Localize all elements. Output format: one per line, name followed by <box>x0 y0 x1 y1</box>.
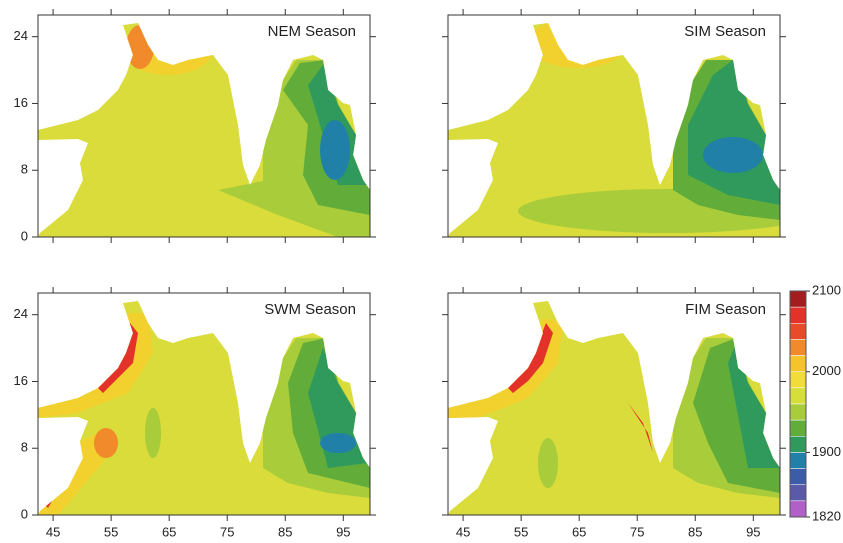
x-tick-label: 45 <box>46 524 60 539</box>
x-tick-label: 95 <box>746 524 760 539</box>
panel-frame <box>447 292 781 516</box>
x-tick-label: 95 <box>336 524 350 539</box>
colorbar-swatch <box>789 500 807 518</box>
colorbar-swatch <box>789 403 807 421</box>
x-tick-label: 55 <box>514 524 528 539</box>
colorbar-swatch <box>789 452 807 469</box>
y-tick-label: 24 <box>14 28 28 43</box>
colorbar-swatch <box>789 387 807 405</box>
x-tick-label: 65 <box>162 524 176 539</box>
panel-frame <box>447 14 781 238</box>
y-tick-label: 8 <box>21 440 28 455</box>
colorbar-swatch <box>789 484 807 502</box>
colorbar-label: 1820 <box>812 508 841 523</box>
map-field <box>38 301 370 515</box>
y-tick-label: 16 <box>14 95 28 110</box>
panel-frame <box>37 292 371 516</box>
x-tick-label: 85 <box>688 524 702 539</box>
y-tick-label: 0 <box>21 228 28 243</box>
x-tick-label: 75 <box>220 524 234 539</box>
y-tick-label: 16 <box>14 373 28 388</box>
y-tick-label: 0 <box>21 506 28 521</box>
panel-title: NEM Season <box>268 23 356 40</box>
x-tick-label: 65 <box>572 524 586 539</box>
panel-frame <box>37 14 371 238</box>
map-field <box>448 301 780 515</box>
colorbar-label: 1900 <box>812 444 841 459</box>
map-field <box>38 23 370 237</box>
y-tick-label: 24 <box>14 306 28 321</box>
colorbar-swatch <box>789 468 807 485</box>
map-field <box>448 23 780 237</box>
colorbar-swatch <box>789 355 807 372</box>
panel-title: SWM Season <box>264 301 356 318</box>
x-tick-label: 85 <box>278 524 292 539</box>
colorbar-label: 2000 <box>812 363 841 378</box>
x-tick-label: 75 <box>630 524 644 539</box>
colorbar-swatch <box>789 290 807 308</box>
colorbar-swatch <box>789 339 807 356</box>
x-tick-label: 55 <box>104 524 118 539</box>
colorbar-swatch <box>789 323 807 340</box>
x-tick-label: 45 <box>456 524 470 539</box>
colorbar-frame <box>789 290 807 518</box>
colorbar-swatch <box>789 371 807 389</box>
colorbar-swatch <box>789 306 807 324</box>
y-tick-label: 8 <box>21 162 28 177</box>
panel-title: SIM Season <box>684 23 766 40</box>
colorbar-swatch <box>789 419 807 437</box>
panel-title: FIM Season <box>685 301 766 318</box>
colorbar-label: 2100 <box>812 282 841 297</box>
colorbar-swatch <box>789 436 807 453</box>
